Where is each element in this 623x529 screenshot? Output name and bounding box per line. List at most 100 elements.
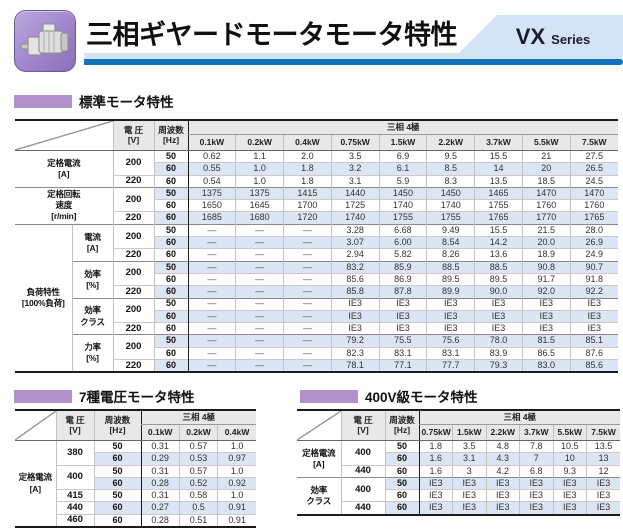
value-cell: 1755 — [474, 199, 523, 212]
value-cell: 0.91 — [217, 513, 256, 528]
frequency-cell: 60 — [153, 309, 188, 323]
frequency-cell: 50 — [153, 334, 188, 348]
value-cell: 83.2 — [330, 260, 380, 274]
value-cell: 3.07 — [330, 236, 380, 249]
value-cell: 28.0 — [569, 223, 618, 237]
value-cell: IE3 — [569, 297, 618, 311]
value-cell: — — [235, 272, 284, 286]
value-cell: IE3 — [474, 322, 523, 335]
frequency-cell: 60 — [153, 236, 188, 249]
table-row: 60 0.28 0.52 0.92 — [15, 476, 256, 490]
frequency-cell: 60 — [93, 452, 141, 466]
value-cell: 27.5 — [569, 150, 618, 163]
value-cell: 0.31 — [140, 489, 180, 502]
power-column-header: 5.5kW — [552, 424, 587, 441]
header-row: 0.1kW 0.2kW 0.4kW — [15, 424, 256, 441]
value-cell: 21.5 — [521, 223, 571, 237]
power-column-header: 0.2kW — [178, 424, 218, 441]
value-cell: IE3 — [521, 309, 571, 323]
voltage-cell: 220 — [112, 211, 154, 225]
value-cell: 0.54 — [187, 174, 236, 188]
frequency-cell: 60 — [384, 501, 419, 515]
value-cell: 1415 — [283, 186, 332, 200]
table-row: 60— — — IE3 IE3 IE3 IE3 IE3 IE3 — [15, 309, 618, 323]
value-cell: 0.53 — [178, 452, 218, 466]
value-cell: IE3 — [330, 322, 380, 335]
frequency-cell: 50 — [93, 464, 141, 478]
value-cell: 89.9 — [426, 285, 475, 299]
table-row: 60 0.55 1.0 1.8 3.2 6.1 8.5 14 20 26.5 — [15, 162, 618, 176]
value-cell: 88.5 — [426, 260, 475, 274]
value-cell: 87.6 — [569, 346, 618, 360]
value-cell: 10.5 — [552, 440, 587, 453]
value-cell: — — [187, 272, 236, 286]
power-column-header: 5.5kW — [521, 134, 571, 151]
power-column-header: 1.5kW — [452, 424, 486, 441]
table-row: 60— — —82.3 83.1 83.1 83.9 86.5 87.6 — [15, 346, 618, 360]
value-cell: 85.6 — [330, 272, 380, 286]
value-cell: 1440 — [330, 186, 380, 200]
value-cell: — — [187, 248, 236, 262]
value-cell: IE3 — [521, 297, 571, 311]
frequency-cell: 50 — [384, 476, 419, 490]
voltage-cell: 220 — [112, 174, 154, 188]
value-cell: IE3 — [586, 501, 620, 515]
value-cell: 0.31 — [140, 440, 180, 453]
value-cell: 20.0 — [521, 236, 571, 249]
table-row: 220 60— — —78.1 77.1 77.7 79.3 83.0 85.6 — [15, 359, 618, 373]
value-cell: 85.8 — [330, 285, 380, 299]
value-cell: IE3 — [569, 309, 618, 323]
frequency-cell: 60 — [153, 199, 188, 212]
gear-motor-icon — [14, 10, 76, 72]
table-row: 定格電流 [A] 200 50 0.62 1.1 2.0 3.5 6.9 9.5 15.5 21 27.… — [15, 150, 618, 188]
row-sublabel: 効率 [%] — [71, 260, 113, 299]
value-cell: 3.5 — [330, 150, 380, 163]
value-cell: 15.5 — [474, 223, 523, 237]
value-cell: IE3 — [330, 309, 380, 323]
row-group-label: 効率 クラス — [297, 476, 341, 515]
table-row: 60 0.29 0.53 0.97 — [15, 452, 256, 466]
frequency-cell: 60 — [153, 359, 188, 373]
value-cell: 83.0 — [521, 359, 571, 373]
value-cell: 1770 — [521, 211, 571, 225]
value-cell: 85.1 — [569, 334, 618, 348]
value-cell: 8.5 — [426, 162, 475, 176]
value-cell: IE3 — [485, 489, 520, 502]
table-row: 定格電流 [A] 380 50 0.31 0.57 1.0 — [15, 440, 256, 528]
value-cell: 20 — [521, 162, 571, 176]
value-cell: IE3 — [426, 309, 475, 323]
voltage-column-header: 電 圧 [V] — [55, 410, 94, 441]
value-cell: 6.68 — [378, 223, 427, 237]
series-badge: VX Series — [453, 15, 623, 59]
value-cell: 90.0 — [474, 285, 523, 299]
voltage-cell: 415 — [55, 489, 94, 502]
value-cell: 7.8 — [519, 440, 553, 453]
table-row: 効率 クラス 400 50 IE3 IE3 IE3 IE3 IE3 IE3 — [297, 476, 620, 515]
value-cell: 3.2 — [330, 162, 380, 176]
table-row: 効率 クラス 200 50— — — IE3 IE3 IE3 IE3 IE3 IE3 — [15, 297, 618, 335]
voltage-cell: 220 — [112, 285, 154, 299]
voltage-cell: 200 — [112, 223, 154, 249]
frequency-cell: 50 — [93, 489, 141, 502]
value-cell: — — [235, 322, 284, 335]
voltage-cell: 380 — [55, 440, 94, 466]
value-cell: 1470 — [521, 186, 571, 200]
table-row: 60 1650 1645 1700 1725 1740 1740 1755 1760 1760 — [15, 199, 618, 212]
value-cell: 0.52 — [178, 476, 218, 490]
value-cell: 1.0 — [217, 464, 256, 478]
header-rule-light — [84, 53, 623, 59]
section-400v-heading: 400V級モータ特性 — [300, 386, 478, 406]
value-cell: 14 — [474, 162, 523, 176]
voltage-cell: 220 — [112, 322, 154, 335]
value-cell: IE3 — [418, 501, 453, 515]
value-cell: 1470 — [569, 186, 618, 200]
value-cell: 6.1 — [378, 162, 427, 176]
value-cell: IE3 — [330, 297, 380, 311]
voltage-cell: 440 — [55, 501, 94, 515]
value-cell: 1.0 — [217, 440, 256, 453]
value-cell: 1700 — [283, 199, 332, 212]
value-cell: 2.94 — [330, 248, 380, 262]
value-cell: — — [283, 272, 332, 286]
value-cell: 1.0 — [217, 489, 256, 502]
frequency-cell: 60 — [93, 501, 141, 515]
